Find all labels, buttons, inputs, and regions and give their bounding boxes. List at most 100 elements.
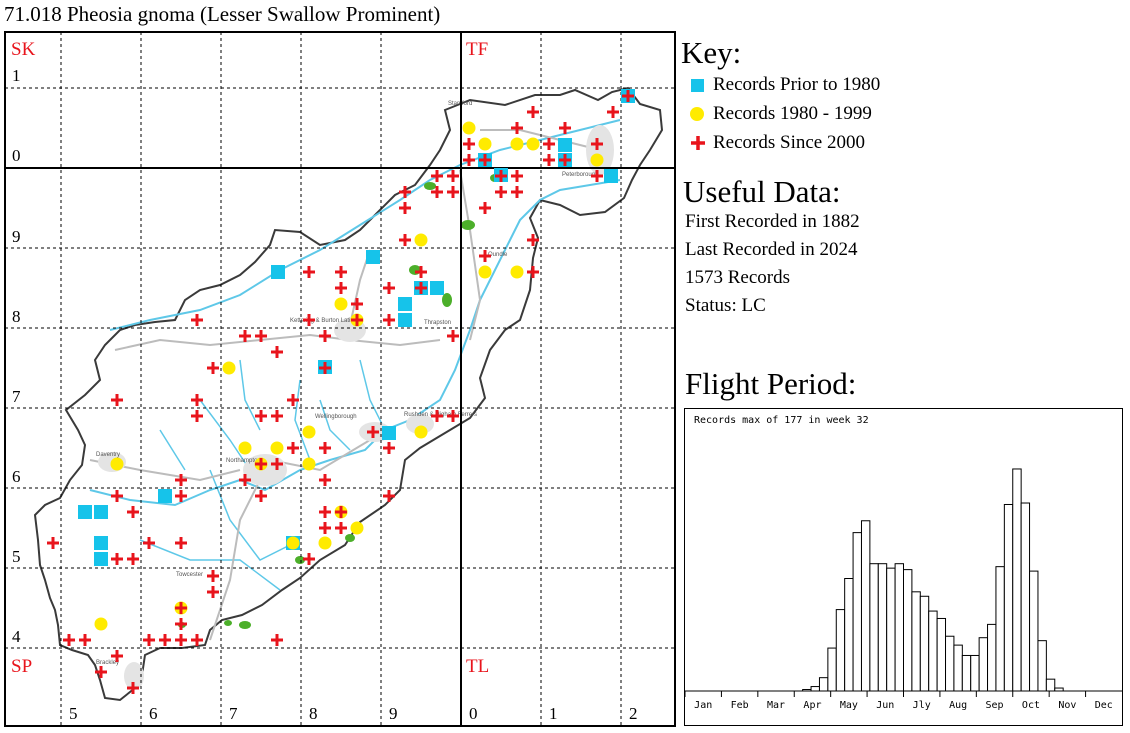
record-since-2000 [271,634,283,646]
record-since-2000 [399,202,411,214]
record-since-2000 [111,490,123,502]
record-1980-1999 [302,425,316,439]
record-since-2000 [207,586,219,598]
flight-bar [987,623,997,692]
flight-bar [936,617,947,692]
record-since-2000 [127,553,139,565]
flight-max-note: Records max of 177 in week 32 [694,415,869,426]
record-since-2000 [191,634,203,646]
key-label: Records Since 2000 [713,132,865,153]
record-since-2000 [527,234,539,246]
record-1980-1999 [510,265,524,279]
month-label: Apr [803,700,821,711]
record-since-2000 [447,186,459,198]
record-since-2000 [95,666,107,678]
record-count: 1573 Records [685,267,791,288]
record-1980-1999 [590,153,604,167]
record-since-2000 [463,154,475,166]
record-since-2000 [303,314,315,326]
record-since-2000 [527,106,539,118]
record-1980-1999 [94,617,108,631]
flight-bar [844,578,854,692]
record-since-2000 [383,314,395,326]
record-prior-1980 [366,250,380,264]
flight-bar [852,532,862,692]
month-label: Dec [1095,700,1113,711]
grid-square-tl: TL [466,656,489,677]
record-1980-1999 [350,521,364,535]
record-prior-1980 [94,552,108,566]
record-prior-1980 [558,138,572,152]
grid-y-label: 8 [12,307,21,326]
record-since-2000 [431,410,443,422]
first-recorded: First Recorded in 1882 [685,211,860,232]
record-prior-1980 [398,297,412,311]
record-since-2000 [495,186,507,198]
flight-bar [1045,678,1056,692]
map-background: Stamford Peterborough Oundle Kettering &… [33,86,664,702]
flight-bar [1012,468,1022,692]
dot-icon [688,104,708,124]
record-prior-1980 [398,313,412,327]
record-since-2000 [287,394,299,406]
flight-bar [827,647,837,692]
record-since-2000 [415,282,427,294]
record-1980-1999 [414,233,428,247]
record-since-2000 [335,282,347,294]
record-since-2000 [431,186,443,198]
flight-period-chart: Jan Feb Mar Apr May Jun Jly Aug Sep Oct Nov Dec Rec… [684,408,1123,726]
flight-bar [886,567,896,692]
conservation-status: Status: LC [685,295,766,316]
record-since-2000 [383,490,395,502]
grid-y-label: 4 [12,627,21,646]
record-since-2000 [319,506,331,518]
records-since-2000-layer [47,90,634,694]
record-since-2000 [319,362,331,374]
month-label: Mar [767,700,785,711]
record-since-2000 [271,346,283,358]
record-prior-1980 [94,536,108,550]
flight-bar [835,609,846,692]
record-since-2000 [319,522,331,534]
flight-bar [903,569,913,692]
record-since-2000 [255,410,267,422]
record-since-2000 [591,138,603,150]
record-since-2000 [479,250,491,262]
record-since-2000 [543,138,555,150]
grid-x-label: 1 [549,704,558,723]
record-since-2000 [255,490,267,502]
record-since-2000 [399,186,411,198]
record-prior-1980 [604,169,618,183]
river-tributaries [139,359,386,591]
record-since-2000 [111,553,123,565]
key-item-1980-1999: Records 1980 - 1999 [688,103,872,125]
grid-y-label: 5 [12,547,21,566]
grid-square-tf: TF [466,39,488,60]
grid-x-label: 9 [389,704,398,723]
record-since-2000 [511,170,523,182]
record-since-2000 [207,362,219,374]
record-since-2000 [447,170,459,182]
record-1980-1999 [270,441,284,455]
record-1980-1999 [414,425,428,439]
flight-bar [970,654,980,692]
grid-x-label: 6 [149,704,158,723]
record-since-2000 [495,170,507,182]
month-label: Nov [1058,700,1076,711]
flight-bar [961,654,972,692]
record-since-2000 [127,682,139,694]
record-since-2000 [255,458,267,470]
grid-x-label: 5 [69,704,78,723]
last-recorded: Last Recorded in 2024 [685,239,858,260]
record-since-2000 [47,537,59,549]
flight-bar [928,610,938,692]
record-since-2000 [559,122,571,134]
record-since-2000 [239,474,251,486]
town-label: Peterborough [562,172,598,178]
month-label: Jly [913,700,931,711]
record-since-2000 [143,634,155,646]
roads [89,129,601,641]
record-since-2000 [191,394,203,406]
record-since-2000 [335,522,347,534]
grid-y-label: 9 [12,227,21,246]
